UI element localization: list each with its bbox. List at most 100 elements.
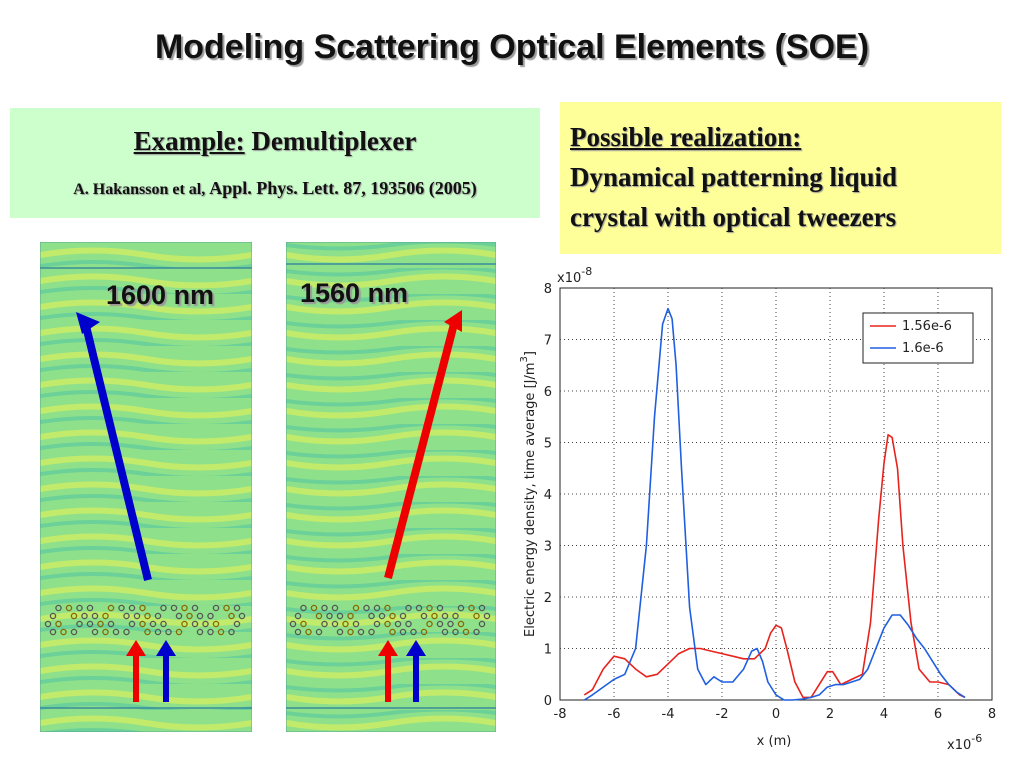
ticks: -8 -6 -4 -2 0 2 4 6 8 0 1 2 3 4 5 6 7 8: [544, 282, 996, 722]
scatterer-rod: [294, 628, 302, 636]
realization-box: Possible realization: Dynamical patterni…: [560, 102, 1001, 254]
y-multiplier: x10-8: [557, 265, 592, 286]
scatterer-rod: [44, 620, 52, 628]
scatterer-rod: [347, 628, 354, 636]
scatterer-rod: [65, 604, 73, 612]
scatterer-rod: [331, 604, 339, 612]
citation-journal: Appl. Phys. Lett. 87, 193506 (2005): [209, 178, 477, 198]
output-arrow-blue: [82, 325, 152, 581]
scatterer-rod: [238, 612, 246, 620]
scatterer-rod: [394, 620, 402, 628]
x-tick-label: -8: [554, 707, 567, 722]
scatterer-rod: [289, 620, 297, 628]
scatterer-rod: [202, 620, 209, 628]
scatterer-rod: [207, 628, 214, 636]
realization-heading: Possible realization:: [570, 122, 802, 152]
scatterer-rod: [441, 612, 449, 620]
scatterer-rod: [420, 612, 428, 620]
series-line-2: [583, 307, 966, 701]
scatterer-rod: [102, 612, 109, 620]
scatterer-rod: [107, 604, 115, 612]
scatterer-rod: [123, 612, 130, 620]
scatterer-rod: [473, 612, 480, 620]
scatterer-rod: [342, 620, 349, 628]
x-tick-label: 6: [934, 707, 942, 722]
energy-density-chart: -8 -6 -4 -2 0 2 4 6 8 0 1 2 3 4 5 6 7 8 x10-8 x10-6 x (m)…: [519, 265, 996, 753]
scatterer-rod: [181, 604, 188, 612]
scatterer-rod: [452, 628, 459, 636]
scatterer-rod: [55, 620, 62, 628]
scatterer-rod: [181, 620, 188, 628]
scatterer-rod: [175, 612, 183, 620]
scatterer-rod: [426, 620, 433, 628]
simulation-panel-1600: [40, 242, 252, 732]
scatterer-rod: [352, 604, 360, 612]
scatterer-rod: [468, 604, 475, 612]
y-tick-label: 8: [544, 282, 552, 297]
scatterer-rod: [483, 612, 491, 620]
output-arrow-red: [384, 322, 458, 580]
scatterer-rod: [123, 628, 130, 636]
x-tick-label: 8: [988, 707, 996, 722]
scatterer-rod: [60, 628, 67, 636]
scatterer-rod: [233, 604, 241, 612]
input-arrowhead-blue: [156, 640, 176, 656]
scatterer-rod: [347, 612, 354, 620]
scatterer-rod: [420, 628, 428, 636]
scatterer-rod: [436, 620, 444, 628]
scatterer-rod: [49, 612, 57, 620]
scatterer-rod: [457, 620, 465, 628]
y-tick-label: 1: [544, 643, 552, 658]
scatterer-rod: [139, 620, 146, 628]
y-tick-label: 0: [544, 694, 552, 709]
scatterer-rod: [233, 620, 241, 628]
scatterer-rod: [144, 612, 151, 620]
scatterer-rod: [426, 604, 433, 612]
example-text: Demultiplexer: [251, 126, 417, 156]
input-arrowhead-red: [126, 640, 146, 656]
scatterer-rod: [228, 612, 235, 620]
scatterer-rod: [70, 628, 78, 636]
scatterer-rod: [315, 628, 323, 636]
scatterer-rod: [389, 612, 396, 620]
scatterer-rod: [86, 604, 94, 612]
scatterer-rod: [305, 628, 312, 636]
scatterer-rod: [70, 612, 78, 620]
scatterer-rod: [175, 628, 183, 636]
scatterer-rod: [352, 620, 360, 628]
series-line-1: [583, 434, 966, 699]
scatterer-rod: [154, 628, 162, 636]
field-background: [40, 242, 252, 732]
scatterer-rod: [112, 628, 120, 636]
series-lines: [583, 307, 966, 701]
scatterer-rod: [378, 612, 386, 620]
scatterer-rod: [410, 628, 417, 636]
scatterer-rod: [300, 620, 307, 628]
scatterer-rod: [133, 612, 141, 620]
scatterer-rods: [44, 604, 246, 636]
example-box: Example: Demultiplexer A. Hakansson et a…: [10, 108, 540, 218]
scatterer-rod: [462, 628, 470, 636]
legend-label-1: 1.56e-6: [902, 319, 952, 334]
scatterer-rod: [223, 604, 230, 612]
scatterer-rod: [399, 628, 407, 636]
scatterer-rod: [331, 620, 339, 628]
y-tick-label: 7: [544, 334, 552, 349]
scatterer-rod: [97, 620, 104, 628]
y-axis-label: Electric energy density, time average [J…: [519, 351, 538, 637]
y-tick-label: 5: [544, 437, 552, 452]
scatterer-rod: [326, 612, 333, 620]
scatterer-rod: [478, 620, 486, 628]
scatterer-rod: [228, 628, 235, 636]
scatterer-rod: [363, 604, 370, 612]
x-axis-label: x (m): [757, 734, 792, 749]
wavelength-label-1600: 1600 nm: [106, 280, 215, 310]
scatterer-rod: [217, 628, 225, 636]
scatterer-rod: [76, 604, 83, 612]
realization-line-2: crystal with optical tweezers: [570, 202, 897, 232]
input-arrowhead-blue: [406, 640, 426, 656]
scatterer-rod: [368, 612, 375, 620]
scatterer-rod: [191, 604, 199, 612]
citation: A. Hakansson et al, Appl. Phys. Lett. 87…: [10, 178, 540, 199]
scatterer-rod: [186, 612, 193, 620]
